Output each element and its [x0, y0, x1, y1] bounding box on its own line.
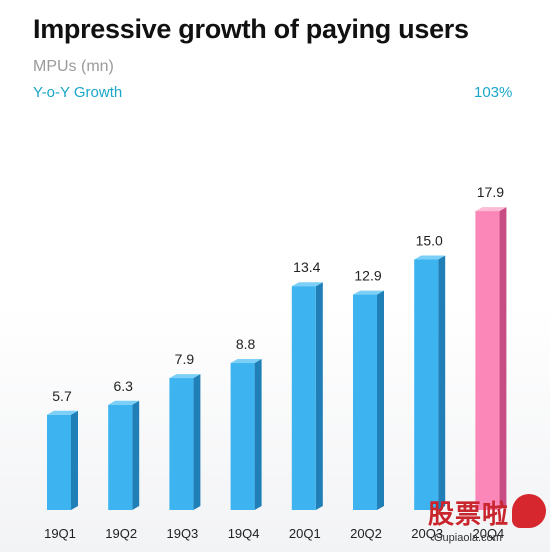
value-label-19Q1: 5.7	[52, 388, 72, 404]
bar-top	[291, 282, 323, 287]
bar-side	[193, 374, 201, 510]
value-label-20Q4: 17.9	[477, 184, 504, 200]
bar-front	[47, 414, 71, 510]
bar-side	[71, 410, 78, 510]
bar-top	[475, 207, 507, 212]
category-label-19Q2: 19Q2	[105, 526, 137, 541]
category-label-20Q3: 20Q3	[411, 526, 443, 541]
bar-19Q1	[47, 410, 78, 510]
bar-19Q4	[230, 359, 262, 510]
bar-19Q3	[169, 374, 201, 510]
watermark-badge-icon	[512, 494, 546, 528]
watermark-text: 股票啦	[428, 500, 510, 530]
bar-20Q2	[353, 290, 384, 510]
bar-front	[353, 294, 377, 510]
yoy-growth-value: 103%	[474, 84, 513, 101]
value-label-20Q3: 15.0	[416, 233, 443, 249]
bar-front	[169, 378, 194, 510]
bar-side	[499, 207, 507, 510]
bar-top	[47, 410, 78, 415]
bars-group	[47, 207, 507, 510]
value-label-19Q2: 6.3	[113, 378, 133, 394]
chart-unit-label: MPUs (mn)	[33, 58, 114, 75]
bar-20Q4	[475, 207, 507, 510]
value-labels-group: 5.7 6.3 7.9 8.8 13.4 12.9 15.0 17.9	[52, 184, 504, 404]
category-label-19Q3: 19Q3	[166, 526, 198, 541]
page-title: Impressive growth of paying users	[33, 14, 469, 44]
value-label-20Q2: 12.9	[354, 268, 381, 284]
bar-top	[414, 255, 446, 260]
category-label-20Q1: 20Q1	[289, 526, 321, 541]
bar-side	[254, 359, 262, 510]
bar-front	[108, 404, 133, 510]
bar-top	[353, 290, 384, 295]
category-labels-group: 19Q1 19Q2 19Q3 19Q4 20Q1 20Q2 20Q3 20Q4	[44, 526, 504, 541]
bar-side	[377, 290, 384, 510]
category-label-19Q4: 19Q4	[228, 526, 260, 541]
bar-side	[315, 282, 323, 510]
bar-side	[438, 255, 446, 510]
bar-20Q3	[414, 255, 446, 510]
category-label-19Q1: 19Q1	[44, 526, 76, 541]
bar-19Q2	[108, 400, 140, 510]
bar-top	[169, 374, 201, 379]
category-label-20Q2: 20Q2	[350, 526, 382, 541]
bar-top	[230, 359, 262, 364]
yoy-growth-label: Y-o-Y Growth	[33, 84, 123, 101]
watermark-url: Gupiaola.com	[434, 532, 502, 544]
bar-top	[108, 400, 140, 405]
bar-front	[475, 211, 500, 510]
bar-20Q1	[291, 282, 323, 510]
bar-front	[230, 363, 255, 510]
bar-side	[132, 400, 140, 510]
watermark-logo: 股票啦 Gupiaola.com	[428, 494, 550, 552]
category-label-20Q4: 20Q4	[472, 526, 504, 541]
bar-front	[414, 259, 439, 510]
value-label-20Q1: 13.4	[293, 259, 320, 275]
value-label-19Q4: 8.8	[236, 336, 256, 352]
value-label-19Q3: 7.9	[175, 351, 195, 367]
bar-front	[291, 286, 316, 510]
